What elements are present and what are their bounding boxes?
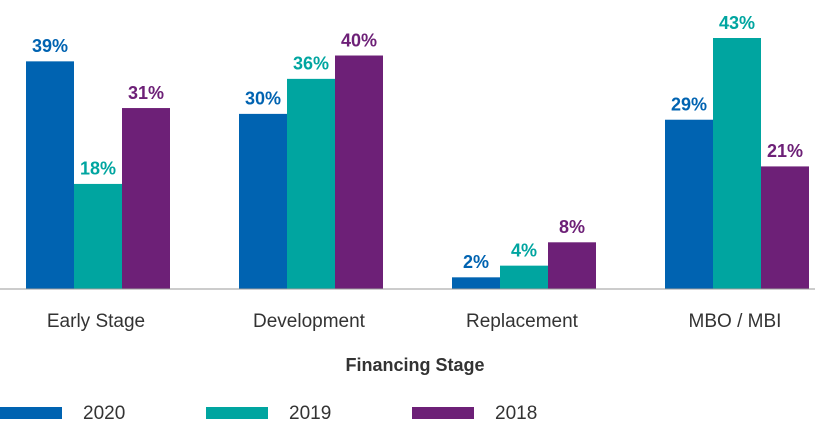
bar	[335, 55, 383, 289]
value-label: 43%	[719, 13, 755, 33]
bar	[452, 277, 500, 289]
legend-label: 2019	[289, 403, 331, 424]
value-label: 31%	[128, 83, 164, 103]
value-label: 18%	[80, 159, 116, 179]
bar	[548, 242, 596, 289]
legend-swatch	[206, 407, 268, 419]
value-label: 30%	[245, 89, 281, 109]
bar	[713, 38, 761, 289]
bar	[239, 113, 287, 289]
legend-swatch	[412, 407, 474, 419]
bar	[287, 78, 335, 289]
legend-label: 2020	[83, 403, 125, 424]
value-label: 21%	[767, 141, 803, 161]
value-label: 4%	[511, 240, 537, 260]
x-tick-label: Early Stage	[47, 311, 145, 332]
x-tick-label: MBO / MBI	[689, 311, 782, 332]
x-tick-label: Replacement	[466, 311, 579, 332]
legend-label: 2018	[495, 403, 537, 424]
value-label: 29%	[671, 94, 707, 114]
bar	[761, 166, 809, 289]
bar	[665, 119, 713, 289]
x-tick-label: Development	[253, 311, 366, 332]
bar	[122, 108, 170, 289]
value-label: 36%	[293, 54, 329, 74]
bar	[500, 265, 548, 289]
legend-swatch	[0, 407, 62, 419]
bar	[26, 61, 74, 289]
value-label: 40%	[341, 30, 377, 50]
value-label: 8%	[559, 217, 585, 237]
value-label: 39%	[32, 36, 68, 56]
x-axis-title: Financing Stage	[345, 355, 484, 375]
value-label: 2%	[463, 252, 489, 272]
bar	[74, 183, 122, 289]
